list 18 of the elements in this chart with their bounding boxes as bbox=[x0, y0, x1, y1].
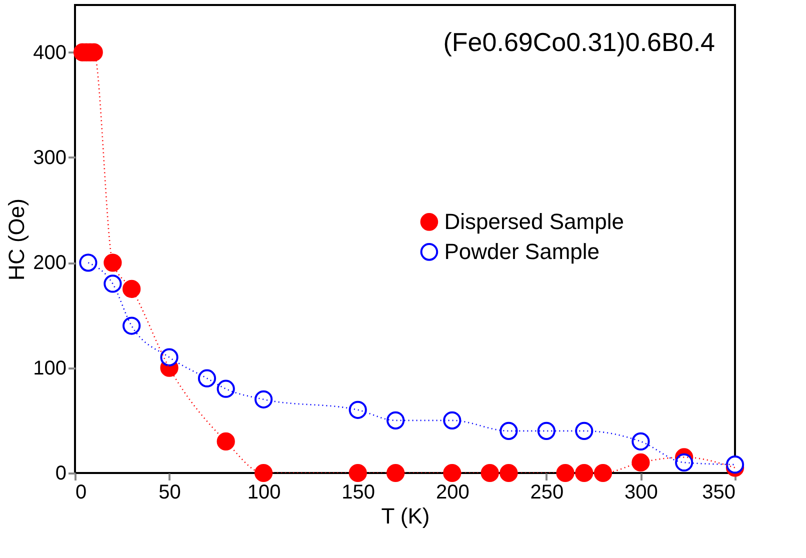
x-tick-label: 150 bbox=[342, 482, 376, 504]
y-tick-label: 300 bbox=[33, 146, 66, 169]
x-axis-title: T (K) bbox=[381, 504, 430, 528]
x-tick-label: 350 bbox=[702, 482, 736, 504]
legend-label: Powder Sample bbox=[444, 238, 600, 264]
y-tick-label: 400 bbox=[33, 42, 66, 64]
y-tick-label: 200 bbox=[33, 252, 66, 274]
x-tick-label: 100 bbox=[247, 482, 281, 504]
x-tick-label: 300 bbox=[624, 482, 658, 504]
y-tick-label: 0 bbox=[55, 462, 66, 484]
x-tick-label: 250 bbox=[530, 482, 564, 504]
legend-label: Dispersed Sample bbox=[444, 208, 624, 234]
y-axis-title: HC (Oe) bbox=[4, 198, 30, 280]
y-tick-label: 100 bbox=[33, 357, 66, 380]
x-tick-label: 200 bbox=[436, 482, 470, 504]
x-tick-label: 0 bbox=[76, 482, 87, 504]
x-tick-label: 50 bbox=[158, 482, 181, 504]
annotation: (Fe0.69Co0.31)0.6B0.4 bbox=[443, 27, 715, 57]
